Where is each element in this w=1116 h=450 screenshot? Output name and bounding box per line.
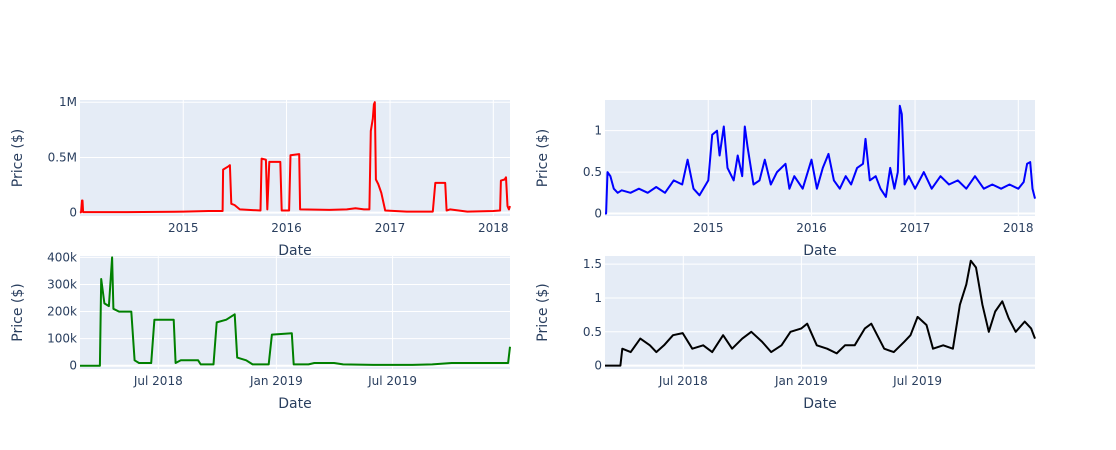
- chart-3-y-tick-1: 100k: [47, 332, 77, 346]
- chart-2-x-tick-2: 2017: [900, 221, 931, 235]
- chart-4-series-line: [605, 259, 1036, 367]
- chart-1-y-tick-1: 0.5M: [48, 150, 77, 164]
- chart-3-y-tick-3: 300k: [47, 277, 77, 291]
- chart-4-plot-area: [605, 256, 1035, 369]
- chart-2-x-tick-1: 2016: [796, 221, 827, 235]
- chart-1-x-tick-3: 2018: [478, 221, 509, 235]
- chart-4-x-tick-1: Jan 2019: [774, 374, 828, 388]
- chart-3-x-axis-title: Date: [278, 396, 311, 412]
- chart-2-y-tick-2: 1: [594, 124, 602, 138]
- chart-3-y-tick-4: 400k: [47, 250, 77, 264]
- chart-3-y-axis-title: Price ($): [10, 283, 26, 341]
- chart-1-y-axis-title: Price ($): [10, 129, 26, 187]
- chart-1-x-tick-0: 2015: [168, 221, 199, 235]
- chart-2-y-tick-0: 0: [594, 207, 602, 221]
- chart-1-y-tick-0: 0: [69, 206, 77, 220]
- chart-1-x-axis-title: Date: [278, 243, 311, 259]
- chart-4-y-tick-3: 1.5: [583, 257, 602, 271]
- chart-3-x-tick-0: Jul 2018: [133, 374, 183, 388]
- chart-3-x-tick-2: Jul 2019: [367, 374, 417, 388]
- chart-4-y-axis-title: Price ($): [535, 283, 551, 341]
- chart-4-x-tick-2: Jul 2019: [892, 374, 942, 388]
- chart-1-x-tick-2: 2017: [375, 221, 406, 235]
- chart-4-y-tick-2: 1: [594, 291, 602, 305]
- chart-3-plot-area: [80, 256, 510, 369]
- chart-4-y-tick-0: 0: [594, 359, 602, 373]
- chart-4-y-tick-1: 0.5: [583, 325, 602, 339]
- chart-1-y-tick-2: 1M: [59, 95, 77, 109]
- chart-2-series-line: [605, 104, 1036, 215]
- chart-3-x-tick-1: Jan 2019: [249, 374, 303, 388]
- chart-2-y-axis-title: Price ($): [535, 129, 551, 187]
- chart-4-x-tick-0: Jul 2018: [658, 374, 708, 388]
- chart-2-x-axis-title: Date: [803, 243, 836, 259]
- chart-1-plot-area: [80, 100, 510, 216]
- chart-3-y-tick-0: 0: [69, 359, 77, 373]
- chart-2-x-tick-0: 2015: [693, 221, 724, 235]
- chart-3-y-tick-2: 200k: [47, 305, 77, 319]
- chart-1-series-line: [79, 101, 511, 214]
- chart-3-series-line: [80, 256, 511, 367]
- chart-2-plot-area: [605, 100, 1035, 216]
- chart-4-x-axis-title: Date: [803, 396, 836, 412]
- chart-2-y-tick-1: 0.5: [583, 165, 602, 179]
- chart-1-x-tick-1: 2016: [271, 221, 302, 235]
- chart-2-x-tick-3: 2018: [1003, 221, 1034, 235]
